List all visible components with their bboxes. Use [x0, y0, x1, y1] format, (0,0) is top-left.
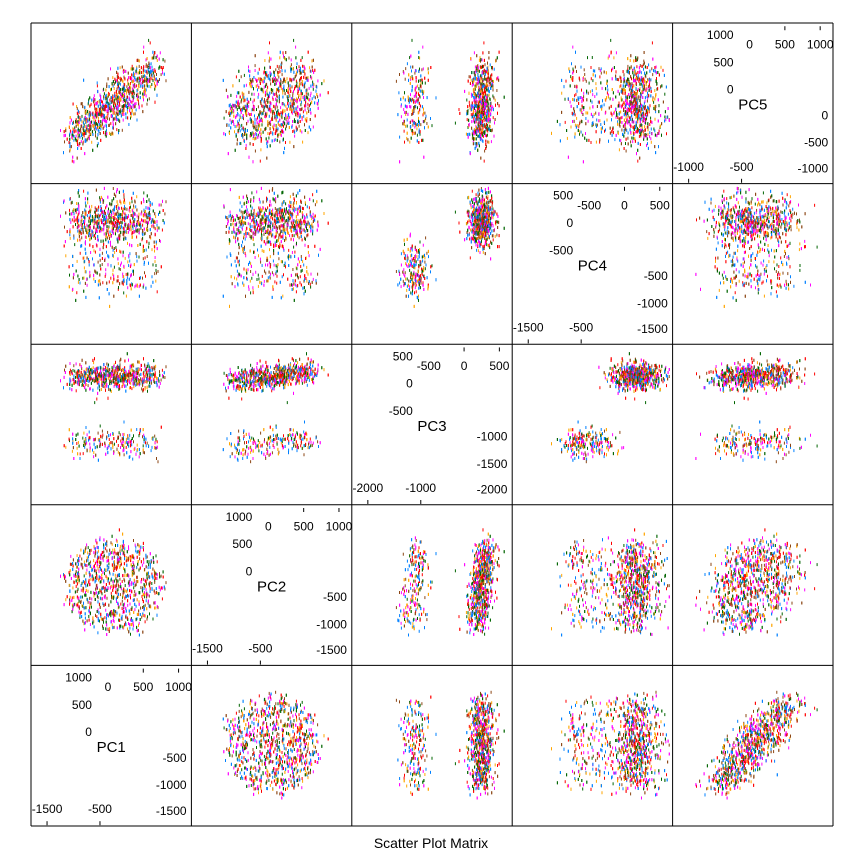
scatter-plot-matrix: PC1100050000 500 1000-1500 -500-500-1000-15…: [0, 0, 864, 864]
